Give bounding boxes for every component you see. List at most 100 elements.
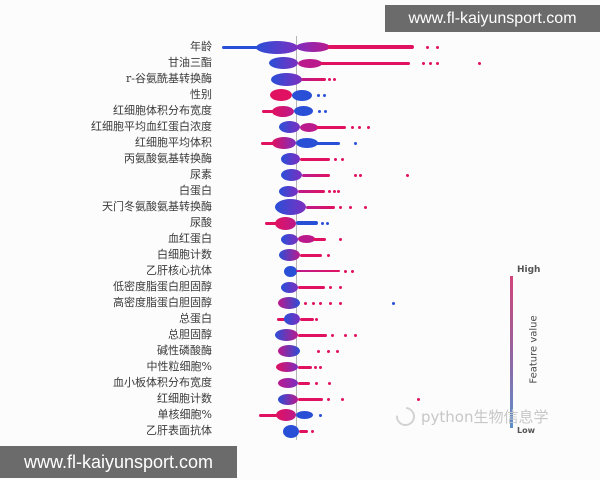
swarm-tail xyxy=(277,317,288,321)
feature-label: 低密度脂蛋白胆固醇 xyxy=(113,280,212,293)
swarm-blob xyxy=(278,297,300,309)
swarm-dot xyxy=(435,45,439,49)
swarm-tail xyxy=(300,253,322,257)
swarm-tail xyxy=(222,45,258,49)
swarm-dot xyxy=(333,157,337,161)
swarm-dot xyxy=(428,61,432,65)
feature-label: 血红蛋白 xyxy=(168,232,212,245)
feature-label: 红细胞计数 xyxy=(157,392,212,405)
swarm-dot xyxy=(330,333,334,337)
swarm-dot xyxy=(320,221,324,225)
feature-label: 尿酸 xyxy=(190,216,212,229)
swarm-tail xyxy=(298,397,323,401)
swarm-dot xyxy=(314,317,318,321)
swarm-dot xyxy=(350,269,354,273)
swarm-blob xyxy=(278,393,298,405)
swarm-blob xyxy=(271,72,302,86)
feature-label: 年龄 xyxy=(190,40,212,53)
swarm-tail xyxy=(298,365,312,369)
feature-label: 血小板体积分布宽度 xyxy=(113,376,212,389)
watermark-banner-top: www.fl-kaiyunsport.com xyxy=(385,5,600,32)
swarm-blob xyxy=(275,329,298,341)
swarm-tail xyxy=(300,157,330,161)
swarm-dot xyxy=(325,221,329,225)
swarm-dot xyxy=(435,61,439,65)
swarm-blob xyxy=(296,42,330,52)
swarm-dot xyxy=(327,189,331,193)
swarm-dot xyxy=(340,397,344,401)
colorbar-axis-label: Feature value xyxy=(528,315,540,384)
swarm-dot xyxy=(335,349,339,353)
swarm-dot xyxy=(303,301,307,305)
swarm-dot xyxy=(353,333,357,337)
swarm-tail xyxy=(299,429,308,433)
swarm-tail xyxy=(298,189,325,193)
swarm-dot xyxy=(358,173,362,177)
feature-label: 红细胞体积分布宽度 xyxy=(113,104,212,117)
swarm-tail xyxy=(296,270,340,272)
feature-label: 高密度脂蛋白胆固醇 xyxy=(113,296,212,309)
feature-label: 红细胞平均血红蛋白浓度 xyxy=(91,120,212,133)
swarm-tail xyxy=(298,285,325,289)
swarm-tail xyxy=(316,141,340,145)
swarm-dot xyxy=(391,301,395,305)
feature-label: 尿素 xyxy=(190,168,212,181)
swarm-blob xyxy=(296,138,318,148)
swarm-blob xyxy=(279,185,298,197)
swarm-blob xyxy=(281,169,302,181)
swarm-dot xyxy=(477,61,481,65)
watermark-text: www.fl-kaiyunsport.com xyxy=(23,451,214,472)
watermark-banner-bottom: www.fl-kaiyunsport.com xyxy=(0,446,237,478)
swarm-tail xyxy=(300,317,314,321)
swarm-dot xyxy=(318,365,322,369)
swarm-tail xyxy=(316,125,346,129)
swarm-blob xyxy=(276,409,296,421)
swarm-blob xyxy=(275,216,296,230)
swarm-tail xyxy=(301,77,326,81)
swarm-dot xyxy=(366,125,370,129)
feature-label: 碱性磷酸酶 xyxy=(157,344,212,357)
swarm-dot xyxy=(316,93,320,97)
swarm-tail xyxy=(298,381,310,385)
brand-watermark-text: python生物信息学 xyxy=(421,408,549,426)
ring-logo-icon xyxy=(392,403,419,430)
swarm-blob xyxy=(294,106,313,116)
swarm-dot xyxy=(314,381,318,385)
swarm-dot xyxy=(425,45,429,49)
swarm-blob xyxy=(298,235,315,243)
swarm-dot xyxy=(326,397,330,401)
swarm-blob xyxy=(283,424,299,438)
swarm-dot xyxy=(348,205,352,209)
swarm-blob xyxy=(256,40,298,54)
swarm-dot xyxy=(327,381,331,385)
feature-label: 总胆固醇 xyxy=(168,328,212,341)
swarm-blob xyxy=(275,199,306,215)
swarm-blob xyxy=(279,249,300,261)
swarm-tail xyxy=(261,141,276,145)
feature-label: r-谷氨酰基转换酶 xyxy=(126,72,212,85)
swarm-dot xyxy=(357,125,361,129)
feature-label: 中性粒细胞% xyxy=(146,360,212,373)
swarm-tail xyxy=(296,221,318,225)
swarm-dot xyxy=(326,349,330,353)
swarm-dot xyxy=(421,61,425,65)
watermark-text: www.fl-kaiyunsport.com xyxy=(408,9,577,27)
swarm-dot xyxy=(338,285,342,289)
swarm-blob xyxy=(272,137,296,149)
colorbar-gradient xyxy=(510,276,513,428)
swarm-dot xyxy=(318,413,322,417)
brand-watermark: python生物信息学 xyxy=(392,403,549,430)
swarm-dot xyxy=(343,269,347,273)
feature-label: 乙肝核心抗体 xyxy=(146,264,212,277)
swarm-dot xyxy=(311,301,315,305)
swarm-blob xyxy=(284,265,297,277)
swarm-dot xyxy=(343,333,347,337)
swarm-dot xyxy=(328,285,332,289)
swarm-blob xyxy=(281,153,300,165)
swarm-dot xyxy=(332,77,336,81)
swarm-blob xyxy=(269,57,298,69)
swarm-blob xyxy=(272,105,294,117)
swarm-dot xyxy=(363,205,367,209)
feature-label: 天门冬氨酸氨基转换酶 xyxy=(102,200,212,213)
swarm-dot xyxy=(327,77,331,81)
